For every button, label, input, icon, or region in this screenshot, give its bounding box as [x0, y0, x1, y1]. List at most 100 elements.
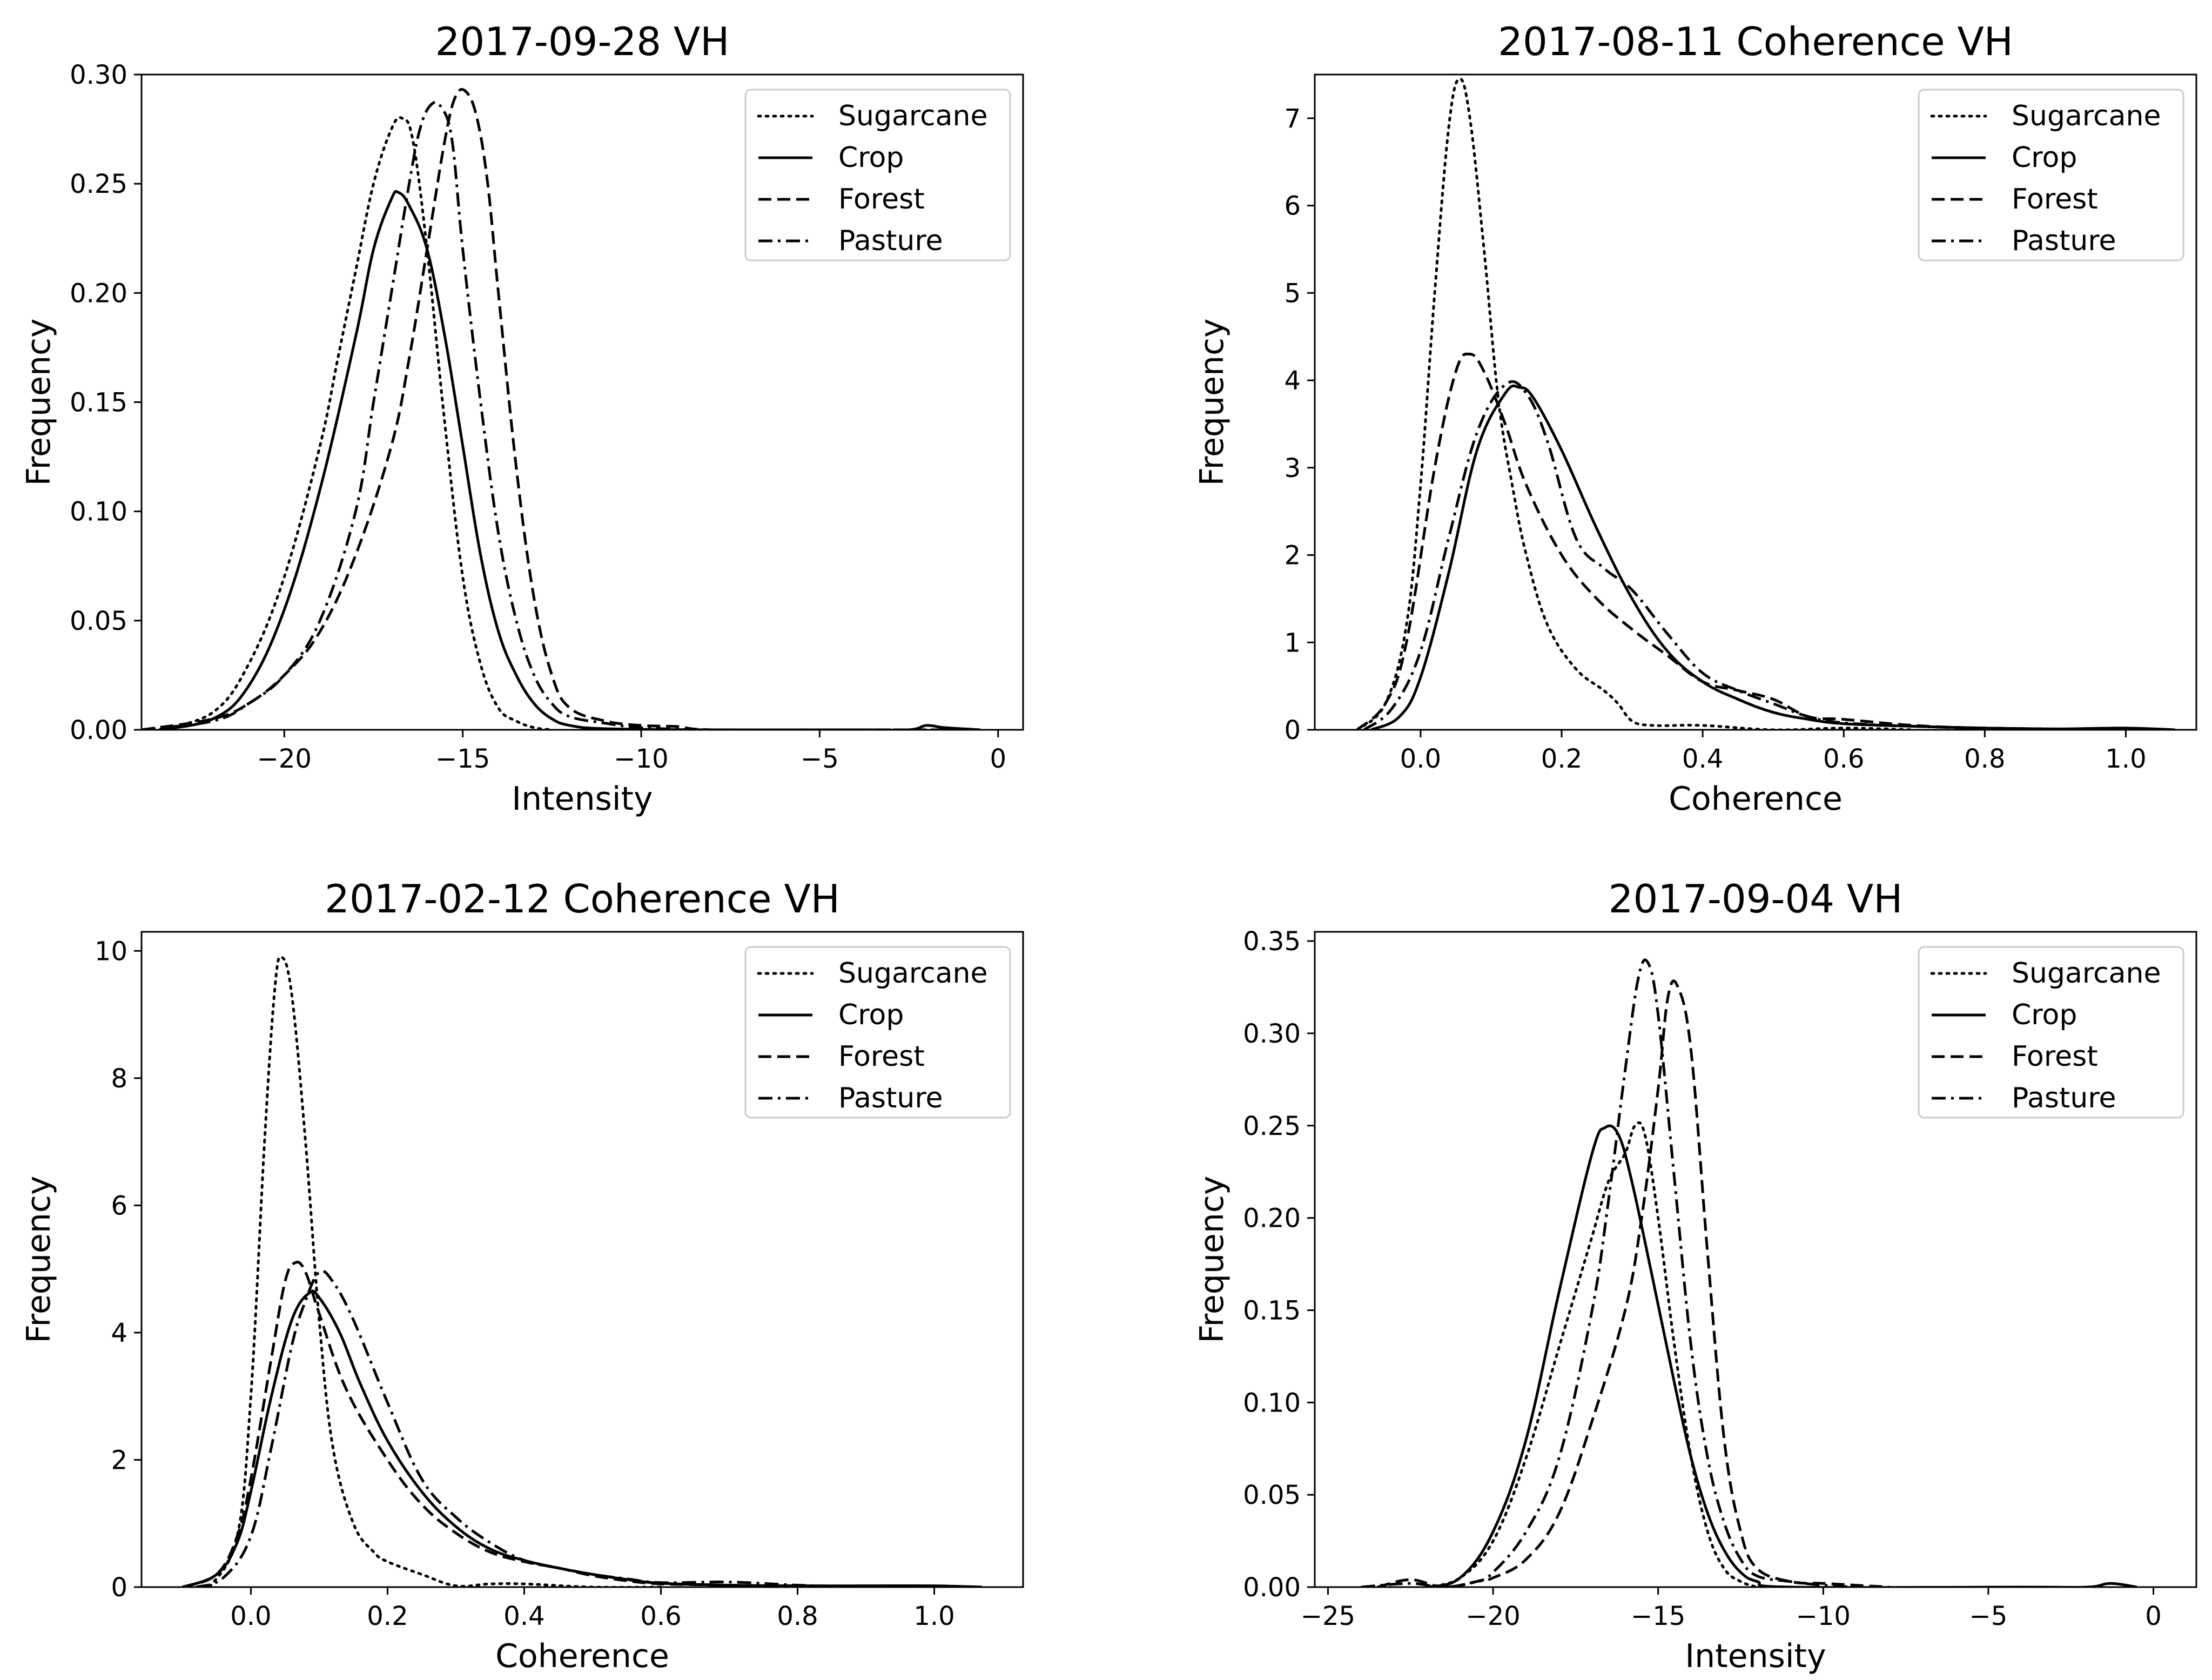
- y-tick-label: 0.10: [1243, 1388, 1301, 1418]
- y-tick-label: 0.00: [1243, 1573, 1301, 1603]
- x-tick-label: 0.2: [1541, 744, 1582, 774]
- x-tick-label: 1.0: [2105, 744, 2146, 774]
- x-tick-label: −25: [1301, 1601, 1355, 1631]
- x-tick-label: 0.6: [1823, 744, 1864, 774]
- legend: Sugarcane Crop Forest Pasture: [1918, 946, 2184, 1119]
- y-axis-label: Frequency: [1193, 1176, 1231, 1343]
- y-tick-label: 0.10: [70, 497, 127, 527]
- x-tick-label: 0.8: [1964, 744, 2005, 774]
- x-tick-label: 0.6: [640, 1601, 681, 1631]
- series-line-forest: [182, 1260, 798, 1587]
- legend-label-pasture: Pasture: [838, 1082, 943, 1114]
- legend-label-sugarcane: Sugarcane: [2012, 957, 2161, 990]
- x-tick-label: 0.4: [503, 1601, 544, 1631]
- legend-label-forest: Forest: [2012, 183, 2098, 216]
- legend-label-sugarcane: Sugarcane: [838, 100, 987, 132]
- y-tick-label: 7: [1284, 104, 1301, 134]
- x-tick-label: −5: [1969, 1601, 2008, 1631]
- series-line-pasture: [1361, 958, 1857, 1587]
- series-line-forest: [1377, 979, 1890, 1587]
- x-tick-label: 0: [2145, 1601, 2162, 1631]
- series-line-sugarcane: [1355, 77, 1916, 730]
- series-line-pasture: [196, 1269, 866, 1587]
- x-axis-label: Intensity: [512, 780, 653, 818]
- y-tick-label: 10: [95, 936, 127, 966]
- chart-title: 2017-08-11 Coherence VH: [1498, 19, 2013, 64]
- y-tick-label: 0.20: [70, 278, 127, 308]
- series-line-forest: [1356, 352, 2126, 730]
- series-line-sugarcane: [209, 956, 662, 1587]
- subplot-3: 2017-02-12 Coherence VH 0.0 0.2 0.4 0.6 0.8 1.…: [20, 876, 1024, 1675]
- plot-frame: [140, 931, 1024, 1588]
- legend-box: [1918, 89, 2184, 261]
- y-tick-label: 5: [1284, 278, 1301, 308]
- y-tick-label: 0.15: [1243, 1295, 1301, 1326]
- legend-label-forest: Forest: [838, 183, 925, 216]
- series-line-crop: [1427, 1124, 2137, 1587]
- y-tick-label: 2: [111, 1445, 127, 1475]
- legend-box: [1918, 946, 2184, 1119]
- y-axis-label: Frequency: [1193, 319, 1231, 486]
- series-line-forest: [142, 88, 980, 730]
- x-tick-label: 0.0: [230, 1601, 271, 1631]
- plot-frame: [1314, 73, 2197, 731]
- legend-box: [744, 946, 1011, 1119]
- x-tick-label: 0.0: [1400, 744, 1441, 774]
- y-tick-label: 1: [1284, 628, 1301, 658]
- series-line-sugarcane: [1426, 1121, 1759, 1587]
- chart-title: 2017-09-04 VH: [1609, 876, 1903, 922]
- legend-label-crop: Crop: [2012, 999, 2077, 1031]
- chart-title: 2017-02-12 Coherence VH: [325, 876, 840, 922]
- y-tick-label: 0.35: [1243, 926, 1301, 957]
- legend-label-pasture: Pasture: [838, 225, 943, 257]
- y-tick-label: 0.30: [1243, 1019, 1301, 1049]
- legend-box: [744, 89, 1011, 261]
- legend: Sugarcane Crop Forest Pasture: [744, 946, 1011, 1119]
- x-axis-label: Coherence: [495, 1637, 669, 1675]
- x-axis-label: Coherence: [1669, 780, 1843, 818]
- legend-label-crop: Crop: [838, 142, 904, 174]
- legend-label-forest: Forest: [2012, 1040, 2098, 1073]
- plot-frame: [1314, 931, 2197, 1588]
- legend-label-pasture: Pasture: [2012, 1082, 2116, 1114]
- x-tick-label: 0.2: [367, 1601, 408, 1631]
- series-line-pasture: [142, 101, 980, 730]
- y-tick-label: 0.05: [70, 606, 127, 636]
- legend-label-forest: Forest: [838, 1040, 925, 1073]
- x-tick-label: 0.4: [1682, 744, 1723, 774]
- x-tick-label: −20: [257, 744, 312, 774]
- series-line-pasture: [1363, 380, 2126, 730]
- x-tick-label: 0: [990, 744, 1006, 774]
- x-tick-label: 1.0: [913, 1601, 954, 1631]
- x-tick-label: −15: [435, 744, 490, 774]
- legend-label-crop: Crop: [2012, 142, 2077, 174]
- y-tick-label: 0.30: [70, 60, 127, 90]
- y-tick-label: 4: [111, 1318, 127, 1348]
- legend-label-sugarcane: Sugarcane: [838, 957, 987, 990]
- y-tick-label: 0.25: [70, 169, 127, 199]
- x-tick-label: −10: [1796, 1601, 1851, 1631]
- y-tick-label: 0.05: [1243, 1480, 1301, 1510]
- y-tick-label: 8: [111, 1064, 127, 1094]
- y-axis-label: Frequency: [20, 1176, 58, 1343]
- y-tick-label: 6: [1284, 191, 1301, 221]
- x-tick-label: 0.8: [777, 1601, 818, 1631]
- y-axis-label: Frequency: [20, 319, 58, 486]
- subplot-1: 2017-09-28 VH −20 −15 −10 −5 0 0.00 0.05 0.10 0.1…: [20, 19, 1024, 818]
- legend-label-crop: Crop: [838, 999, 904, 1031]
- legend: Sugarcane Crop Forest Pasture: [1918, 89, 2184, 261]
- y-tick-label: 3: [1284, 453, 1301, 483]
- x-tick-label: −15: [1631, 1601, 1685, 1631]
- x-tick-label: −10: [614, 744, 668, 774]
- y-tick-label: 0.15: [70, 388, 127, 418]
- series-line-crop: [182, 1289, 983, 1587]
- legend-label-sugarcane: Sugarcane: [2012, 100, 2161, 132]
- x-axis-label: Intensity: [1685, 1637, 1826, 1675]
- series-line-crop: [1370, 384, 2175, 730]
- y-tick-label: 4: [1284, 366, 1301, 396]
- subplot-4: 2017-09-04 VH −25 −20 −15 −10 −5 0 0.00 0.05 0.10…: [1193, 876, 2197, 1675]
- y-tick-label: 0.00: [70, 715, 127, 745]
- y-tick-label: 0.25: [1243, 1111, 1301, 1141]
- legend-label-pasture: Pasture: [2012, 225, 2116, 257]
- x-tick-label: −20: [1465, 1601, 1520, 1631]
